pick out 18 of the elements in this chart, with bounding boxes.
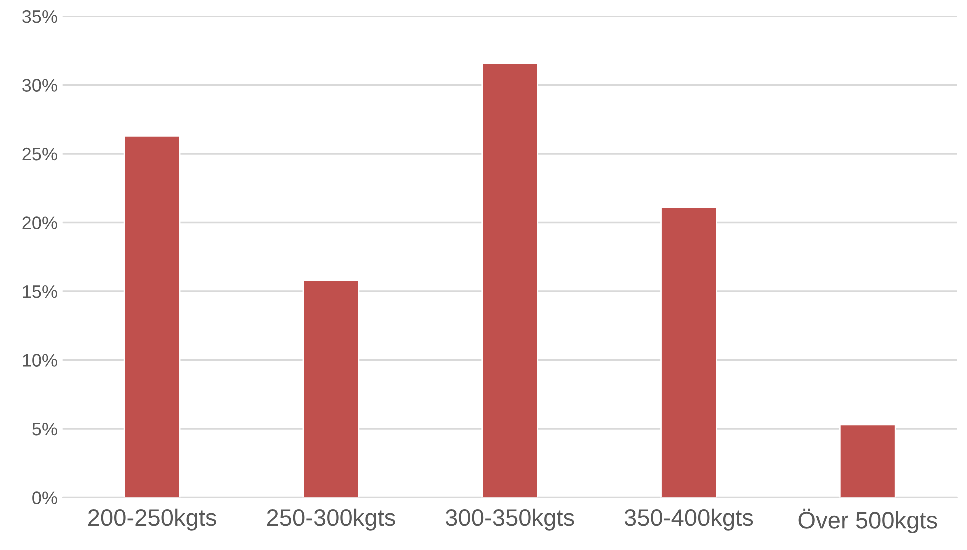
y-tick-label: 5% <box>32 423 58 436</box>
x-tick-label: 300-350kgts <box>446 508 574 531</box>
y-tick-label: 35% <box>22 10 58 24</box>
bar <box>302 280 360 498</box>
y-tick-label: 30% <box>22 79 58 92</box>
y-tick-label: 10% <box>23 354 58 367</box>
x-tick-label: 200-250kgts <box>88 508 216 531</box>
bar <box>124 135 181 498</box>
y-tick-label: 15% <box>23 286 58 298</box>
y-tick-label: 25% <box>22 148 58 161</box>
bar <box>482 62 539 498</box>
bar <box>839 424 896 498</box>
x-tick-label: 350-400kgts <box>624 508 754 531</box>
x-tick-label: 250-300kgts <box>267 508 396 531</box>
y-tick-label: 20% <box>22 216 58 230</box>
bar <box>660 206 718 498</box>
y-tick-label: 0% <box>32 492 58 504</box>
x-tick-label: Över 500kgts <box>798 508 938 534</box>
